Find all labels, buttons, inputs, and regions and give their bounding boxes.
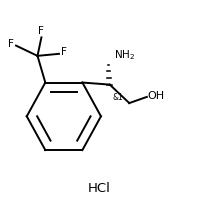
- Text: &1: &1: [113, 93, 123, 102]
- Text: OH: OH: [148, 91, 165, 101]
- Text: F: F: [38, 26, 44, 36]
- Text: HCl: HCl: [88, 182, 110, 195]
- Text: F: F: [61, 47, 67, 57]
- Text: NH$_2$: NH$_2$: [114, 48, 135, 62]
- Text: F: F: [8, 38, 14, 48]
